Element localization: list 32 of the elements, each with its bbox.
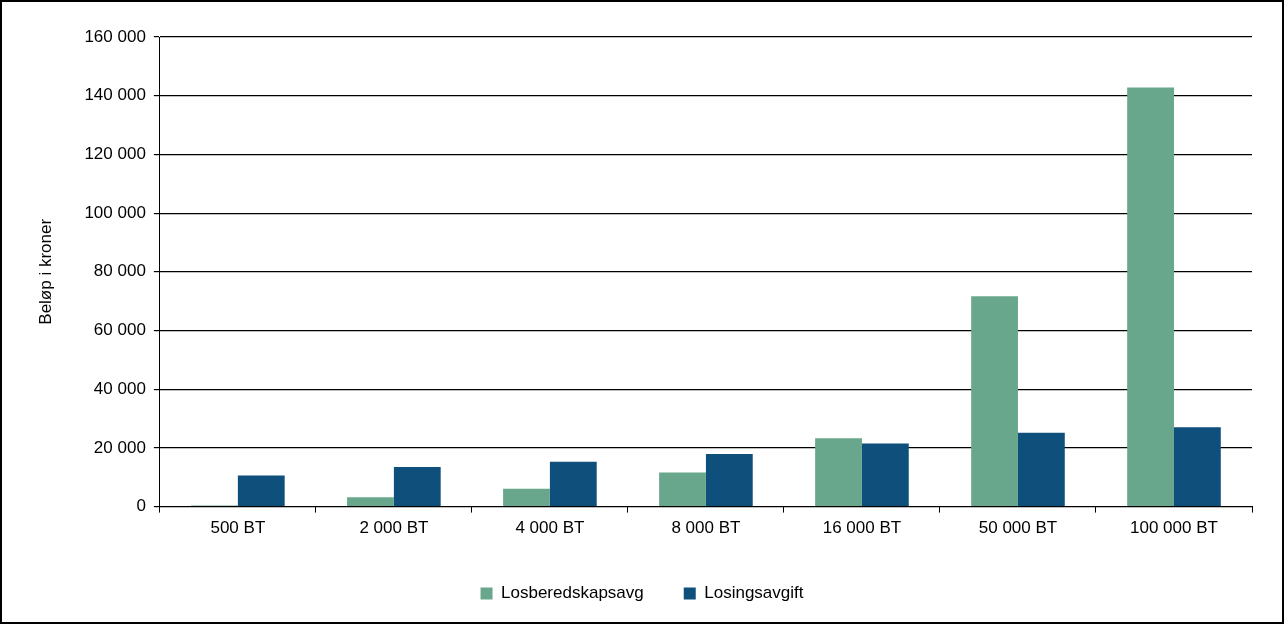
bar <box>861 443 909 506</box>
bar <box>659 472 706 506</box>
bar <box>237 475 285 506</box>
y-tick-label: 40 000 <box>93 378 146 398</box>
bar <box>705 454 753 506</box>
y-tick-label: 100 000 <box>84 202 146 222</box>
bar <box>971 296 1018 506</box>
bar <box>1173 427 1221 506</box>
legend-label: Losberedskapsavg <box>501 583 644 603</box>
x-tick-label: 2 000 BT <box>359 518 429 538</box>
bar <box>815 438 862 506</box>
y-tick-label: 20 000 <box>93 437 146 457</box>
x-tick-label: 4 000 BT <box>515 518 585 538</box>
bar <box>1017 432 1065 506</box>
y-axis-title: Beløp i kroner <box>35 218 55 325</box>
bar <box>549 461 597 506</box>
bar <box>347 497 394 506</box>
y-tick-label: 80 000 <box>93 261 146 281</box>
x-tick-label: 8 000 BT <box>671 518 741 538</box>
x-tick-label: 100 000 BT <box>1130 518 1218 538</box>
y-tick-label: 160 000 <box>84 26 146 46</box>
bar <box>393 466 441 506</box>
y-tick-label: 120 000 <box>84 144 146 164</box>
bar <box>503 488 550 506</box>
y-tick-label: 140 000 <box>84 85 146 105</box>
x-tick-label: 16 000 BT <box>822 518 902 538</box>
y-tick-label: 0 <box>136 496 146 516</box>
x-tick-label: 500 BT <box>210 518 266 538</box>
y-tick-label: 60 000 <box>93 320 146 340</box>
x-tick-label: 50 000 BT <box>978 518 1058 538</box>
bar <box>1127 87 1174 506</box>
legend-label: Losingsavgift <box>704 583 804 603</box>
